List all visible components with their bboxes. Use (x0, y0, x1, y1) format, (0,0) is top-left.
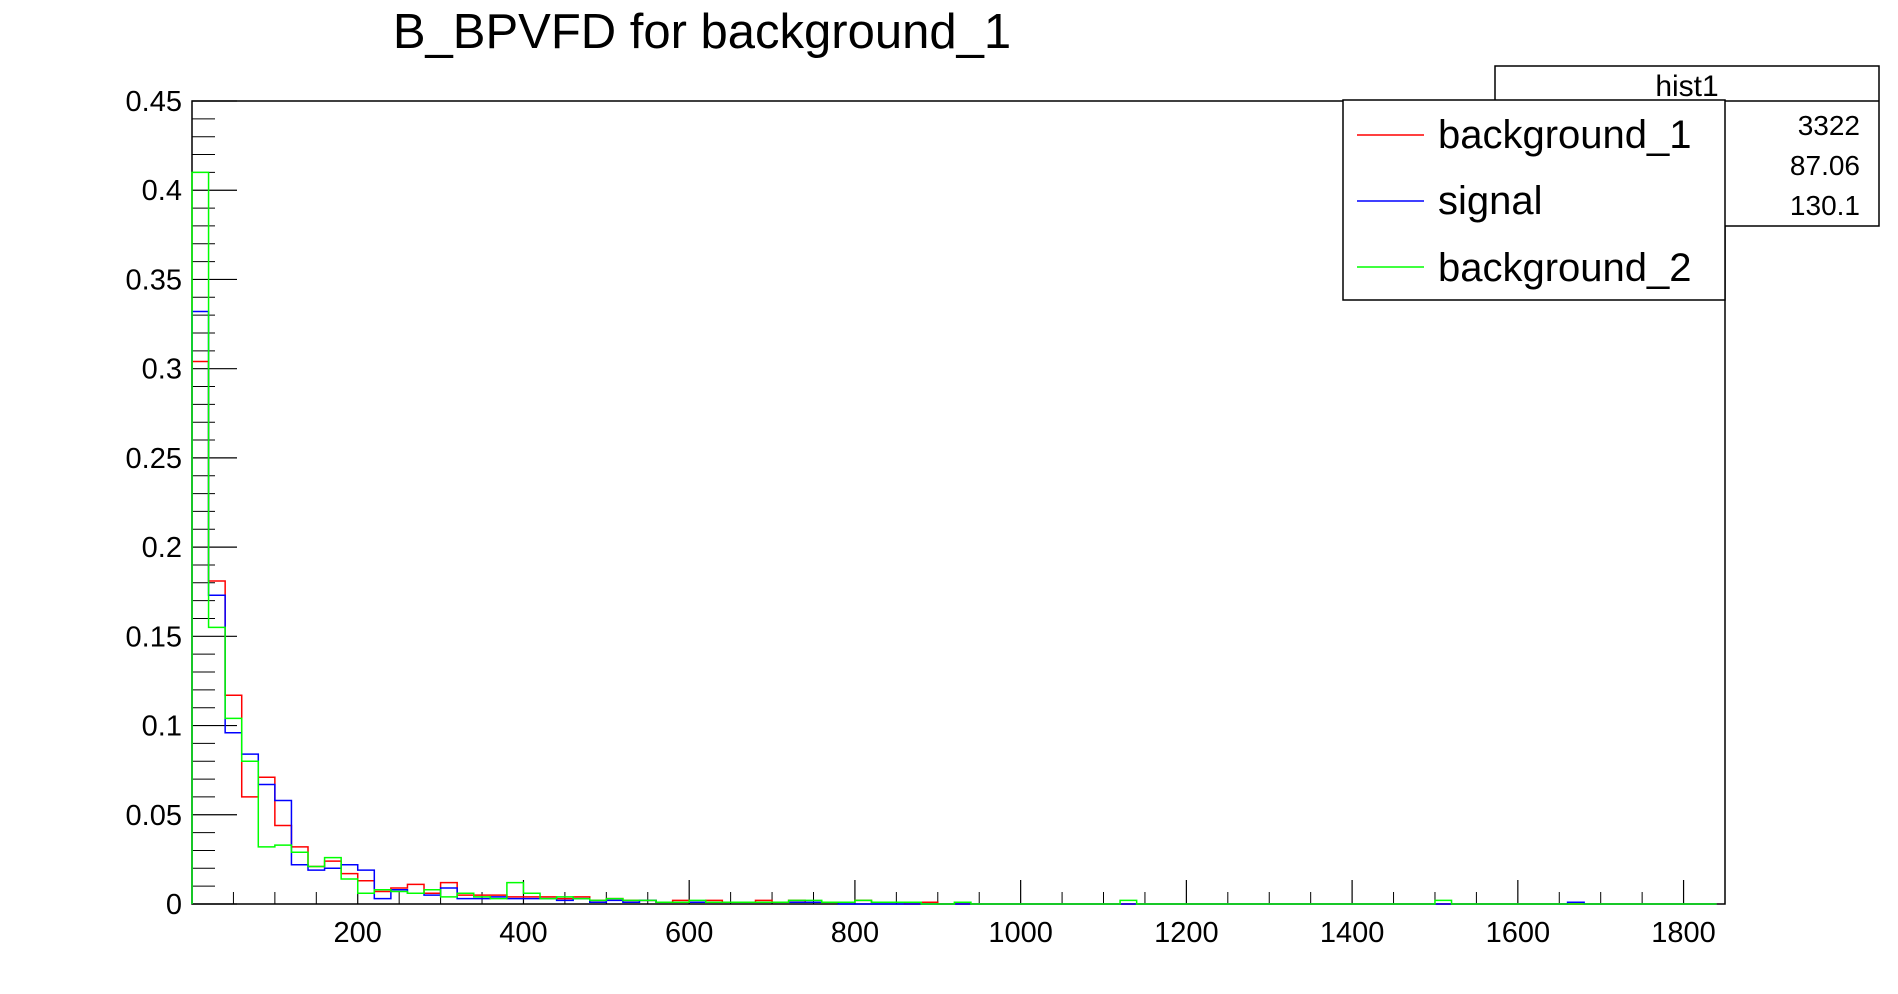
stats-value-entries: 3322 (1798, 110, 1860, 141)
y-tick-label: 0.3 (142, 354, 182, 386)
y-tick-label: 0.05 (126, 800, 182, 832)
x-tick-label: 1400 (1320, 917, 1385, 949)
series-layer (191, 171, 1717, 905)
x-tick-label: 200 (334, 917, 382, 949)
x-tick-label: 1000 (988, 917, 1053, 949)
chart-title: B_BPVFD for background_1 (393, 5, 1011, 59)
legend-label-background-2: background_2 (1438, 246, 1692, 290)
x-tick-label: 400 (499, 917, 547, 949)
legend-label-background-1: background_1 (1438, 113, 1692, 157)
y-tick-label: 0.35 (126, 264, 182, 296)
x-tick-label: 1800 (1651, 917, 1716, 949)
x-axis: 200 400 600 800 1000 1200 1400 1600 1800 (232, 880, 1726, 949)
y-tick-label: 0.1 (142, 711, 182, 743)
series-line-background-2 (191, 171, 1717, 905)
x-tick-label: 800 (831, 917, 879, 949)
stats-box-title: hist1 (1655, 70, 1718, 103)
x-tick-label: 600 (665, 917, 713, 949)
y-tick-label: 0.4 (142, 175, 182, 207)
stats-value-mean: 87.06 (1790, 150, 1860, 181)
x-tick-label: 1200 (1154, 917, 1219, 949)
y-tick-label: 0 (166, 889, 182, 921)
y-tick-label: 0.2 (142, 532, 182, 564)
y-axis: 0 0.05 0.1 0.15 0.2 0.25 0.3 0.35 0.4 0.45 (126, 86, 237, 921)
y-tick-label: 0.25 (126, 443, 182, 475)
legend: background_1 signal background_2 (1342, 99, 1726, 301)
x-tick-label: 1600 (1486, 917, 1551, 949)
legend-label-signal: signal (1438, 179, 1543, 223)
y-tick-label: 0.45 (126, 86, 182, 118)
stats-value-stddev: 130.1 (1790, 190, 1860, 221)
y-tick-label: 0.15 (126, 621, 182, 653)
